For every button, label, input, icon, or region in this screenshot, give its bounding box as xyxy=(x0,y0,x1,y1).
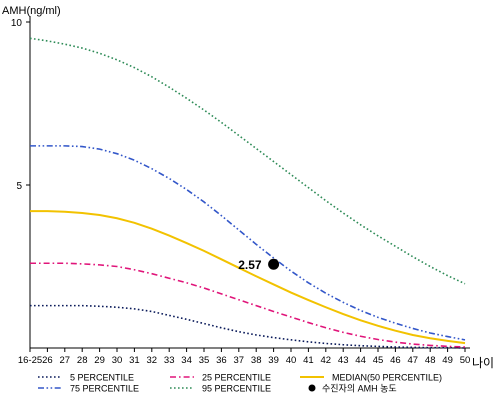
series-line-3 xyxy=(30,145,466,341)
x-tick-label: 49 xyxy=(442,355,453,366)
x-tick-label: 35 xyxy=(199,355,210,366)
legend-label: 수진자의 AMH 농도 xyxy=(322,384,397,394)
x-tick-label: 32 xyxy=(147,355,158,366)
x-tick-label: 30 xyxy=(112,355,123,366)
x-tick-label: 34 xyxy=(181,355,192,366)
x-tick-label: 29 xyxy=(94,355,105,366)
x-axis-label: 나이 xyxy=(472,356,494,370)
x-tick-label: 40 xyxy=(286,355,297,366)
x-tick-label: 37 xyxy=(234,355,245,366)
x-tick-label: 48 xyxy=(425,355,436,366)
y-axis-label: AMH(ng/ml) xyxy=(2,5,61,17)
y-tick-label: 10 xyxy=(11,18,23,29)
legend-label: 75 PERCENTILE xyxy=(70,384,139,394)
x-tick-label: 36 xyxy=(216,355,227,366)
series-line-1 xyxy=(30,262,466,348)
series-line-2 xyxy=(30,210,466,345)
x-tick-label: 44 xyxy=(355,355,366,366)
legend-label: MEDIAN(50 PERCENTILE) xyxy=(332,373,442,383)
legend: 5 PERCENTILE 25 PERCENTILE MEDIAN(50 PERCE… xyxy=(38,373,442,394)
data-point-group: 2.57 xyxy=(238,258,280,272)
legend-point-marker xyxy=(308,384,316,392)
series-line-4 xyxy=(29,37,466,285)
legend-label: 5 PERCENTILE xyxy=(70,373,134,383)
x-tick-label: 33 xyxy=(164,355,175,366)
patient-point-label: 2.57 xyxy=(238,258,262,272)
x-tick-label: 41 xyxy=(303,355,314,366)
y-ticks: 5 10 xyxy=(11,18,30,192)
x-ticks: 16-25 26 27 28 29 30 31 32 33 34 35 36 37 38 39 40 41 42 4… xyxy=(18,348,470,366)
x-tick-label: 16-25 xyxy=(18,355,42,366)
series-lines xyxy=(29,37,466,349)
x-tick-label: 50 xyxy=(460,355,471,366)
x-tick-label: 39 xyxy=(268,355,279,366)
x-tick-label: 26 xyxy=(42,355,53,366)
x-tick-label: 27 xyxy=(60,355,71,366)
x-tick-label: 45 xyxy=(373,355,384,366)
legend-label: 25 PERCENTILE xyxy=(202,373,271,383)
x-tick-label: 47 xyxy=(408,355,419,366)
series-line-0 xyxy=(30,304,466,349)
patient-point xyxy=(268,258,280,270)
x-tick-label: 46 xyxy=(390,355,401,366)
axes xyxy=(29,16,470,349)
x-tick-label: 28 xyxy=(77,355,88,366)
x-tick-label: 38 xyxy=(251,355,262,366)
y-tick-label: 5 xyxy=(16,181,22,192)
x-tick-label: 42 xyxy=(321,355,332,366)
x-tick-label: 43 xyxy=(338,355,349,366)
x-tick-label: 31 xyxy=(129,355,140,366)
legend-label: 95 PERCENTILE xyxy=(202,384,271,394)
